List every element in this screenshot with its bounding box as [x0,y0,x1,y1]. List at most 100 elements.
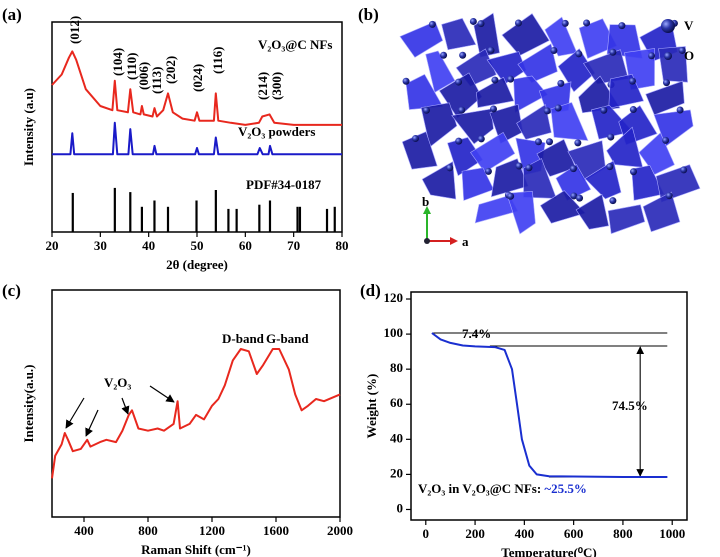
atom [459,51,467,59]
reference-label: PDF#34-0187 [246,177,322,192]
polyhedron [489,104,524,144]
atom [487,46,495,54]
polyhedron [607,204,646,235]
atom [569,165,577,173]
polyhedron [544,16,578,57]
data-line [52,121,342,156]
atom [607,133,615,141]
x-tick-label: 600 [564,526,584,541]
peak-label: (113) [149,67,164,94]
legend-v [661,19,675,33]
atom [446,164,454,172]
polyhedron [557,48,596,93]
atom [411,135,419,143]
atom [554,104,562,112]
axis-arrow [450,237,458,245]
annotation: 74.5% [612,398,648,413]
x-tick-label: 0 [423,526,430,541]
polyhedron [476,76,515,108]
atom [570,192,578,200]
x-tick-label: 1000 [659,526,685,541]
atom [575,50,583,58]
atom [557,79,565,87]
atom [440,51,448,59]
polyhedron [575,193,610,230]
peak-label: (202) [163,56,178,84]
polyhedron [645,80,685,116]
x-tick-label: 80 [336,238,349,253]
atom [550,47,558,55]
annotation: G-band [266,331,309,346]
atom [583,19,591,27]
atom [600,106,608,114]
note: V₂O₃ in V₂O₃@C NFs: ~25.5% [418,481,587,496]
atom [629,168,637,176]
atom [606,163,614,171]
atom [628,77,636,85]
atom [629,106,637,114]
polyhedron [536,138,576,177]
peak-label: (110) [124,53,139,80]
peak-label: (104) [110,48,125,76]
atom [534,138,542,146]
polyhedron [584,160,622,200]
x-tick-label: 50 [191,238,204,253]
y-tick-label: 60 [390,395,403,410]
atom [663,79,671,87]
polyhedron [421,161,457,200]
atom [618,22,626,30]
atom [455,137,463,145]
polyhedron [425,50,456,93]
atom [648,52,656,60]
legend-o [664,52,672,60]
polyhedron [420,102,458,148]
atom [428,20,436,28]
atom [458,106,466,114]
x-tick-label: 1200 [199,523,225,538]
crystal-structure [399,12,701,235]
axis-label: a [462,234,469,249]
atom [680,166,688,174]
x-tick-label: 200 [465,526,485,541]
y-tick-label: 80 [390,360,403,375]
x-tick-label: 1600 [263,523,289,538]
polyhedron [473,12,500,58]
annotation: D-band [222,331,265,346]
peak-label: (006) [136,62,151,90]
polyhedron [401,131,438,170]
atom [574,139,582,147]
polyhedron [438,72,483,119]
axis-origin [424,238,430,244]
x-axis-title: Temperature(⁰C) [501,545,596,557]
atom [525,164,533,172]
atom [665,192,673,200]
peak-label: (116) [210,47,225,74]
x-tick-label: 400 [74,523,94,538]
atom [609,197,617,205]
x-axis-title: Raman Shift (cm⁻¹) [141,542,251,557]
polyhedron [606,126,644,168]
peak-label: (012) [67,16,82,44]
data-line [431,332,668,478]
peak-label: (024) [190,64,205,92]
plot-frame [410,291,688,521]
polyhedron [655,164,701,203]
atom [469,17,477,25]
arrows [65,385,175,437]
atom [477,135,485,143]
x-tick-label: 400 [515,526,535,541]
polyhedron [550,102,589,141]
atom [561,19,569,27]
y-tick-label: 40 [390,430,403,445]
atom [662,136,670,144]
x-tick-label: 800 [613,526,633,541]
polyhedron [501,13,550,56]
atom [422,106,430,114]
atom [507,75,515,83]
x-tick-label: 30 [94,238,107,253]
axis-arrow [423,206,431,214]
atom [489,105,497,113]
note-value: ~25.5% [544,481,587,496]
axis-label: b [422,194,429,209]
